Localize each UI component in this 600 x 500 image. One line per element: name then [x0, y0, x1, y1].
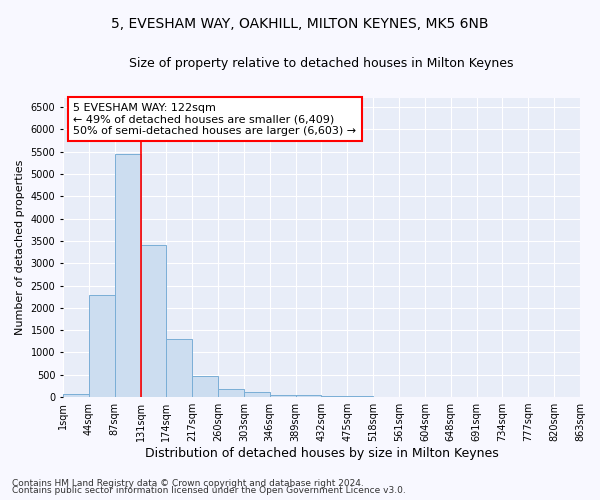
Bar [244, 392, 270, 397]
Text: 5 EVESHAM WAY: 122sqm
← 49% of detached houses are smaller (6,409)
50% of semi-d: 5 EVESHAM WAY: 122sqm ← 49% of detached … [73, 102, 356, 136]
Text: Contains HM Land Registry data © Crown copyright and database right 2024.: Contains HM Land Registry data © Crown c… [12, 478, 364, 488]
Y-axis label: Number of detached properties: Number of detached properties [15, 160, 25, 336]
Bar [115, 154, 140, 397]
Bar [296, 396, 322, 397]
X-axis label: Distribution of detached houses by size in Milton Keynes: Distribution of detached houses by size … [145, 447, 499, 460]
Text: 5, EVESHAM WAY, OAKHILL, MILTON KEYNES, MK5 6NB: 5, EVESHAM WAY, OAKHILL, MILTON KEYNES, … [111, 18, 489, 32]
Bar [89, 296, 115, 397]
Bar [166, 339, 192, 397]
Bar [218, 390, 244, 397]
Bar [322, 396, 347, 397]
Bar [63, 394, 89, 397]
Bar [347, 396, 373, 397]
Title: Size of property relative to detached houses in Milton Keynes: Size of property relative to detached ho… [129, 58, 514, 70]
Bar [140, 246, 166, 397]
Bar [192, 376, 218, 397]
Text: Contains public sector information licensed under the Open Government Licence v3: Contains public sector information licen… [12, 486, 406, 495]
Bar [270, 394, 296, 397]
